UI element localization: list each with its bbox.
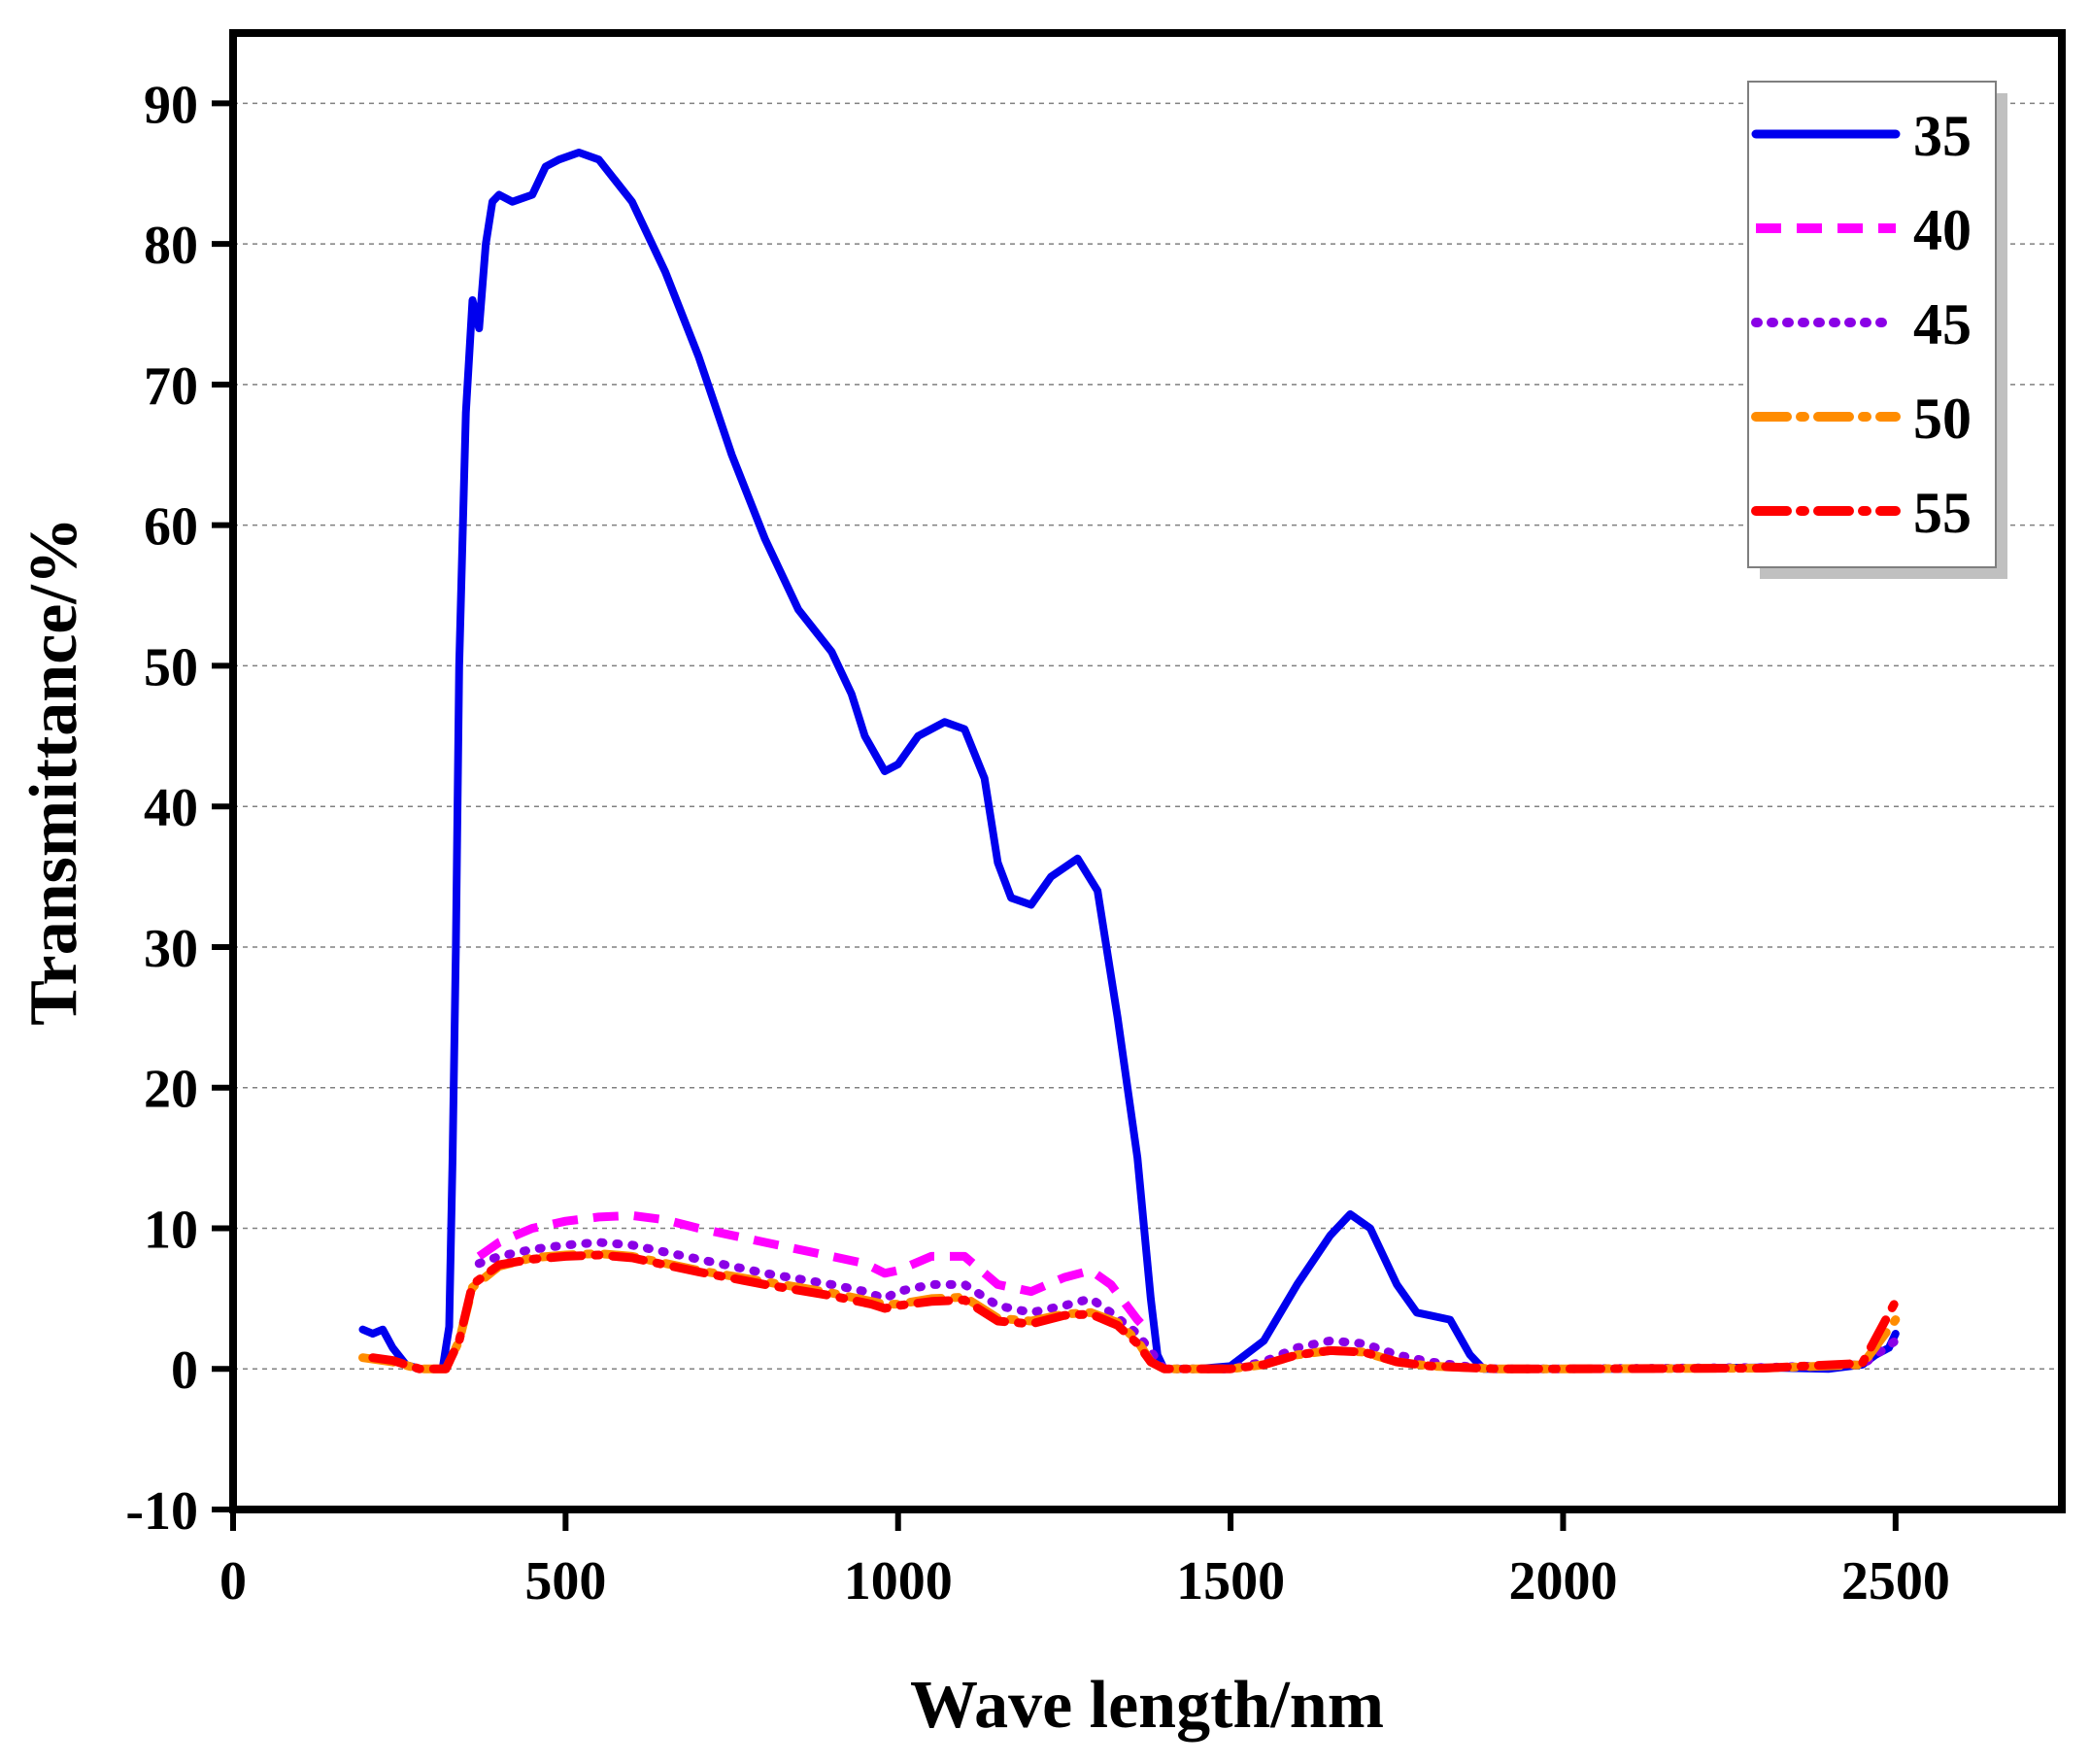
y-tick-label: 30: [144, 919, 198, 979]
legend-label-40: 40: [1913, 198, 1972, 262]
y-tick-label: 0: [171, 1340, 198, 1401]
series-line-55: [368, 1250, 1901, 1374]
legend-label-35: 35: [1913, 104, 1972, 168]
y-tick-label: 20: [144, 1060, 198, 1120]
x-tick-label: 1000: [844, 1551, 953, 1611]
x-tick-label: 1500: [1176, 1551, 1285, 1611]
series-lines: [358, 149, 1901, 1374]
y-tick-labels: -10 0 10 20 30 40 50 60 70 80 90: [125, 75, 198, 1542]
x-tick-label: 2000: [1508, 1551, 1617, 1611]
legend-label-55: 55: [1913, 481, 1972, 545]
legend: 35 40 45 50 55: [1747, 81, 2007, 579]
x-tick-label: 500: [524, 1551, 606, 1611]
y-axis-title: Transmittance/%: [17, 517, 91, 1026]
y-tick-label: 60: [144, 497, 198, 558]
x-tick-label: 0: [219, 1551, 247, 1611]
plot-frame: [229, 29, 2066, 1513]
x-tick-labels: 0 500 1000 1500 2000 2500: [219, 1551, 1950, 1611]
axis-ticks: [212, 100, 1899, 1531]
y-tick-label: 40: [144, 778, 198, 838]
legend-label-50: 50: [1913, 387, 1972, 451]
y-tick-label: 90: [144, 75, 198, 135]
series-line-35: [358, 149, 1900, 1374]
y-tick-label: 50: [144, 637, 198, 697]
y-tick-label: 70: [144, 356, 198, 417]
x-axis-title: Wave length/nm: [910, 1668, 1384, 1743]
series-line-40: [476, 1210, 1155, 1338]
y-tick-label: 80: [144, 216, 198, 276]
y-tick-label: 10: [144, 1200, 198, 1260]
x-tick-label: 2500: [1841, 1551, 1950, 1611]
legend-label-45: 45: [1913, 292, 1972, 356]
y-tick-label: -10: [125, 1481, 198, 1542]
